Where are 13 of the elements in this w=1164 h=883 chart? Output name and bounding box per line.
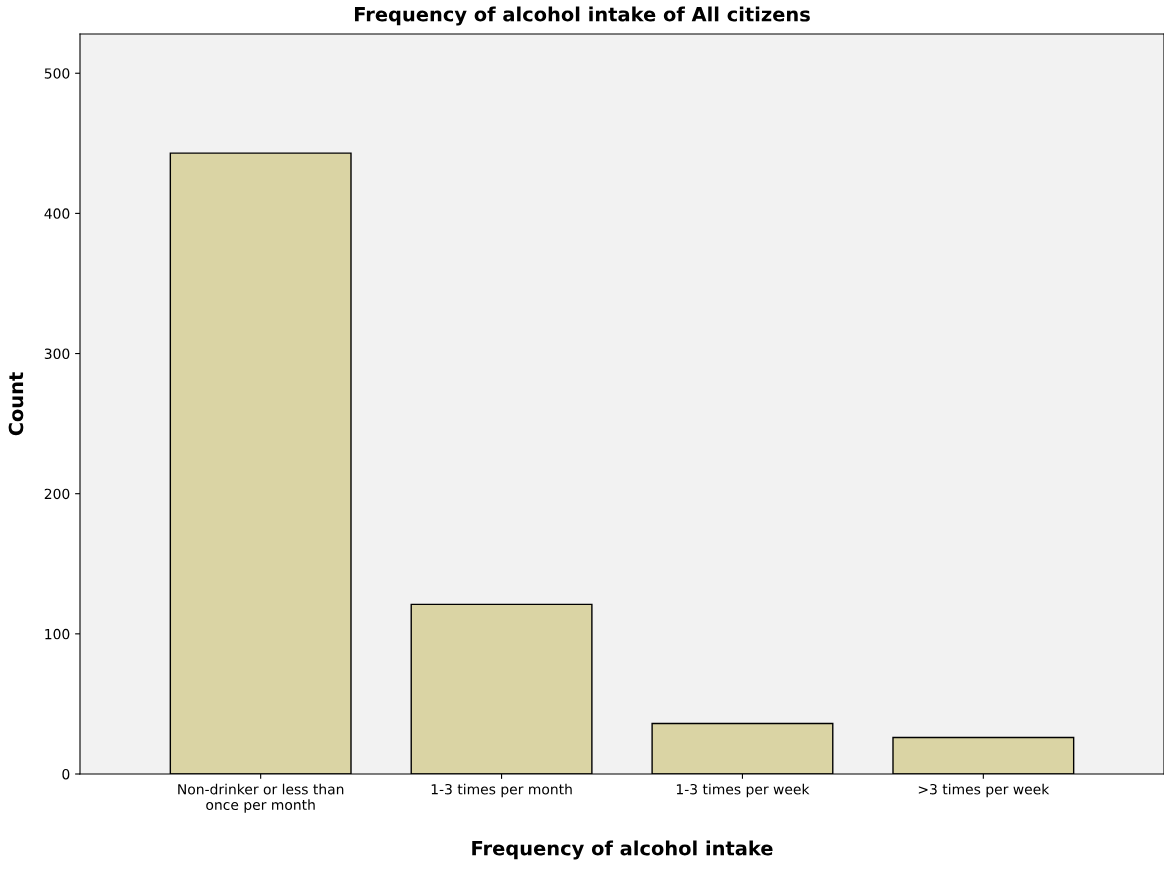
- y-axis-title: Count: [8, 372, 24, 436]
- y-tick-label: 100: [45, 628, 70, 640]
- x-axis-title: Frequency of alcohol intake: [472, 840, 773, 860]
- y-tick-label: 400: [44, 208, 70, 219]
- x-tick-label: 1-3 times per month: [431, 783, 572, 798]
- y-tick-label: 300: [44, 348, 70, 360]
- x-tick-label: 1-3 times per week: [676, 783, 810, 798]
- y-tick-label: 500: [44, 68, 70, 79]
- chart-title: Frequency of alcohol intake of All citizens: [354, 6, 810, 26]
- y-tick-label: 200: [44, 488, 70, 500]
- x-tick-label: >3 times per week: [918, 783, 1050, 798]
- x-tick-label: Non-drinker or less than once per month: [178, 783, 344, 813]
- y-tick-label: 0: [62, 768, 70, 780]
